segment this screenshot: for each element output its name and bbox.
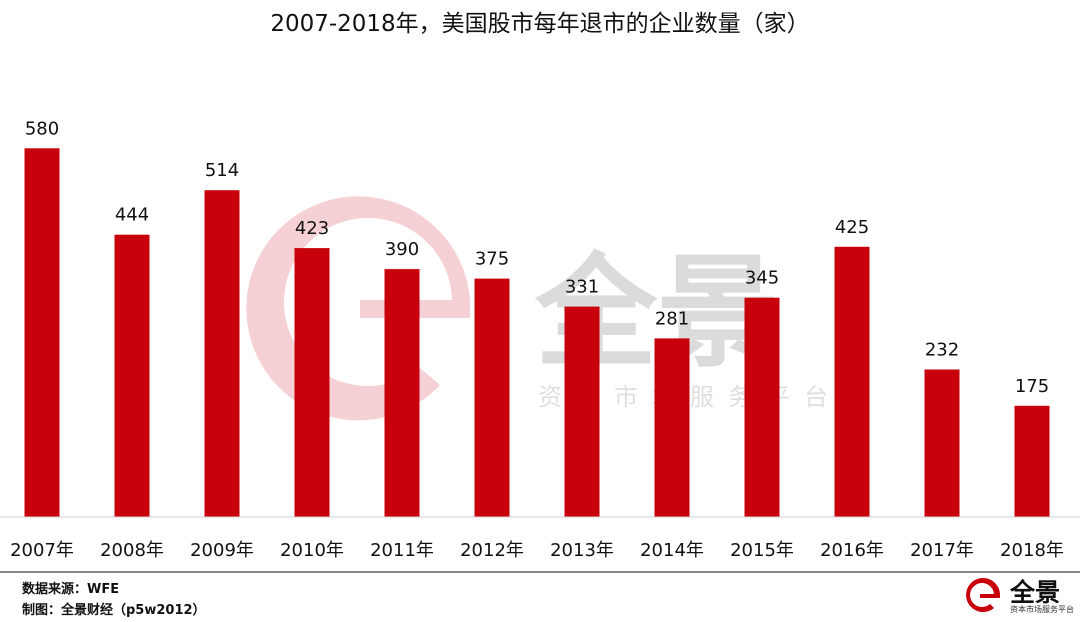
x-tick-label: 2015年 bbox=[730, 540, 794, 561]
x-tick-label: 2009年 bbox=[190, 540, 254, 561]
value-label-2010年: 423 bbox=[295, 218, 329, 239]
bar-2009年 bbox=[204, 190, 240, 517]
x-tick-label: 2017年 bbox=[910, 540, 974, 561]
value-label-2013年: 331 bbox=[565, 277, 599, 298]
watermark-logo-icon bbox=[246, 196, 470, 421]
bar-2012年 bbox=[474, 278, 510, 517]
x-tick-label: 2014年 bbox=[640, 540, 704, 561]
value-label-2011年: 390 bbox=[385, 239, 419, 260]
bar-2016年 bbox=[834, 246, 870, 518]
p5w-logo-icon bbox=[966, 578, 1000, 613]
x-tick-label: 2016年 bbox=[820, 540, 884, 561]
value-label-2014年: 281 bbox=[655, 308, 689, 329]
bar-2008年 bbox=[114, 234, 150, 517]
bar-2018年 bbox=[1014, 405, 1050, 518]
brand-tagline: 资本市场服务平台 bbox=[1010, 605, 1074, 614]
footer-source: 数据来源：WFE bbox=[22, 582, 120, 597]
bar-2010年 bbox=[294, 248, 330, 517]
x-tick-label: 2013年 bbox=[550, 540, 614, 561]
value-label-2007年: 580 bbox=[25, 118, 59, 139]
x-tick-label: 2012年 bbox=[460, 540, 524, 561]
bars-group bbox=[24, 148, 1050, 518]
value-label-2018年: 175 bbox=[1015, 376, 1049, 397]
value-labels-group: 580 444 514 423 390 375 331 281 345 425 232 175 bbox=[25, 118, 1049, 397]
x-tick-label: 2010年 bbox=[280, 540, 344, 561]
value-label-2015年: 345 bbox=[745, 268, 779, 289]
x-tick-label: 2011年 bbox=[370, 540, 434, 561]
x-tick-label: 2008年 bbox=[100, 540, 164, 561]
x-tick-label: 2007年 bbox=[10, 540, 74, 561]
value-label-2012年: 375 bbox=[475, 249, 509, 270]
footer-credit: 制图：全景财经（p5w2012） bbox=[22, 603, 206, 618]
bar-2013年 bbox=[564, 306, 600, 517]
value-label-2017年: 232 bbox=[925, 340, 959, 361]
value-label-2016年: 425 bbox=[835, 217, 869, 238]
bar-2011年 bbox=[384, 269, 420, 517]
bar-2014年 bbox=[654, 338, 690, 517]
brand-name: 全景 bbox=[1010, 578, 1061, 607]
bar-2015年 bbox=[744, 297, 780, 517]
bar-2017年 bbox=[924, 369, 960, 517]
x-tick-labels-group: 2007年 2008年 2009年 2010年 2011年 2012年 2013年 2014年… bbox=[10, 540, 1064, 561]
x-tick-label: 2018年 bbox=[1000, 540, 1064, 561]
bar-2007年 bbox=[24, 148, 60, 518]
value-label-2008年: 444 bbox=[115, 205, 149, 226]
chart-title: 2007-2018年，美国股市每年退市的企业数量（家） bbox=[270, 11, 810, 37]
value-label-2009年: 514 bbox=[205, 160, 239, 181]
